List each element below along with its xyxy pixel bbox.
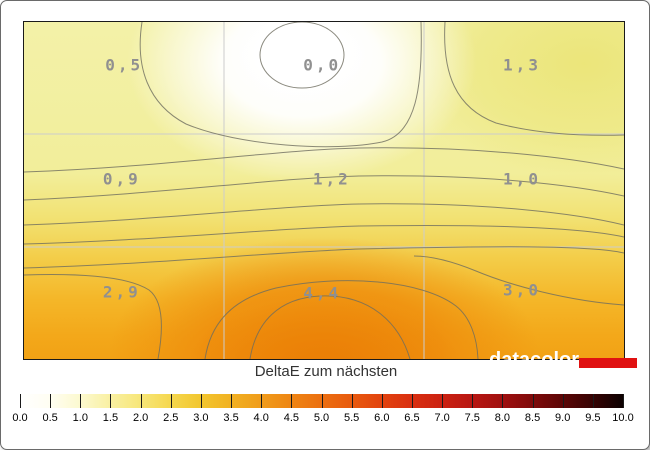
colorbar-tick	[532, 394, 534, 408]
cell-value-label: 0,9	[102, 169, 141, 189]
colorbar-tick	[623, 394, 624, 408]
colorbar-tick	[231, 394, 233, 408]
heatmap-surface	[24, 22, 624, 359]
datacolor-logo-red-bar	[579, 358, 637, 368]
colorbar-tick	[110, 394, 112, 408]
cell-value-label: 4,4	[303, 283, 342, 303]
colorbar-tick	[321, 394, 323, 408]
cell-value-label: 1,2	[312, 169, 351, 189]
colorbar-tick-label: 4.5	[283, 412, 299, 424]
colorbar-tick	[502, 394, 504, 408]
colorbar-ticks	[20, 394, 624, 408]
cell-label-layer: 0,5 0,0 1,3 0,9 1,2 1,0 2,9 4,4 3,0	[24, 22, 624, 359]
colorbar-tick	[381, 394, 383, 408]
contour-lines	[24, 22, 624, 359]
colorbar-tick-label: 8.5	[524, 412, 541, 424]
colorbar-tick	[20, 394, 21, 408]
colorbar-tick-label: 3.0	[193, 412, 209, 424]
colorbar-tick-label: 2.5	[163, 412, 179, 424]
white-glow-core	[227, 22, 377, 106]
chart-title: DeltaE zum nächsten	[254, 363, 398, 380]
cell-value-label: 1,3	[503, 55, 541, 75]
colorbar-tick	[442, 394, 444, 408]
colorbar-tick	[50, 394, 52, 408]
colorbar-tick	[170, 394, 172, 408]
colorbar-tick-label: 0.0	[12, 412, 28, 424]
datacolor-logo-underline	[489, 372, 637, 374]
hotspot-core	[189, 297, 459, 359]
colorbar-tick-label: 0.5	[42, 412, 58, 424]
colorbar-tick-label: 7.0	[434, 412, 450, 424]
colorbar-tick	[592, 394, 594, 408]
colorbar-tick-label: 10.0	[612, 412, 634, 424]
colorbar-labels: 0.0 0.5 1.0 1.5 2.0 2.5 3.0 3.5 4.0 4.5 5.0 5.5 6.0 6…	[12, 412, 633, 426]
colorbar-tick-label: 1.5	[102, 412, 119, 424]
colorbar-tick-label: 5.5	[343, 412, 360, 424]
colorbar-tick	[261, 394, 263, 408]
contour-plot: 0,5 0,0 1,3 0,9 1,2 1,0 2,9 4,4 3,0 datacolor	[23, 21, 637, 374]
datacolor-logo: datacolor	[489, 349, 637, 374]
colorbar-tick-label: 2.0	[132, 412, 149, 424]
cell-value-label: 2,9	[102, 282, 141, 302]
colorbar-tick-label: 3.5	[223, 412, 239, 424]
colorbar-tick-label: 8.0	[494, 412, 511, 424]
colorbar-tick-label: 9.5	[585, 412, 601, 424]
cell-value-label: 1,0	[503, 169, 541, 189]
colorbar-tick	[411, 394, 413, 408]
colorbar-tick	[140, 394, 142, 408]
cell-value-label: 0,5	[105, 55, 144, 75]
colorbar-tick	[351, 394, 353, 408]
colorbar-tick-label: 6.0	[374, 412, 390, 424]
colorbar-tick-label: 7.5	[464, 412, 480, 424]
colorbar-tick-label: 1.0	[72, 412, 88, 424]
colorbar-tick	[291, 394, 293, 408]
colorbar-tick	[562, 394, 564, 408]
datacolor-logo-text: datacolor	[489, 349, 580, 371]
cell-value-label: 0,0	[303, 55, 342, 75]
colorbar-tick	[80, 394, 82, 408]
colorbar-tick	[472, 394, 474, 408]
colorbar-tick-label: 6.5	[404, 412, 420, 424]
cell-value-label: 3,0	[503, 280, 541, 300]
colorbar-tick-label: 4.0	[253, 412, 269, 424]
colorbar-tick	[200, 394, 202, 408]
colorbar-tick-label: 9.0	[555, 412, 571, 424]
grid-lines	[24, 22, 624, 359]
colorbar-tick-label: 5.0	[313, 412, 330, 424]
